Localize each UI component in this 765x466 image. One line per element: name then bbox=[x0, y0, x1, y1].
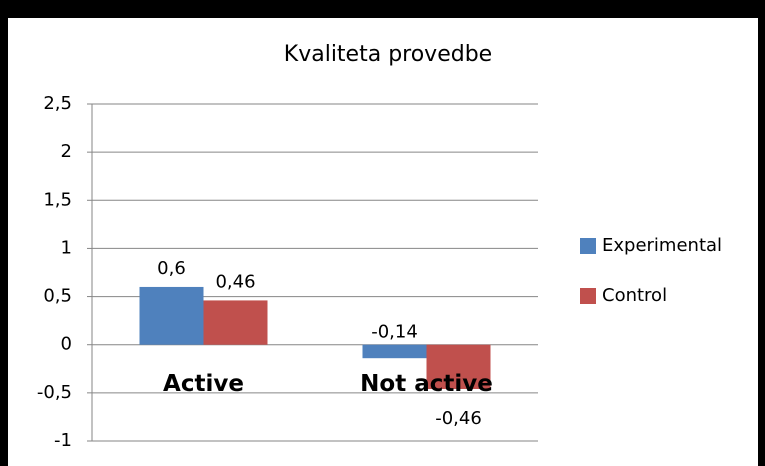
x-tick-label: Not active bbox=[360, 371, 493, 397]
legend-label: Experimental bbox=[602, 235, 722, 256]
x-tick-label: Active bbox=[163, 371, 244, 397]
value-label: 0,46 bbox=[215, 271, 255, 292]
bar bbox=[362, 344, 427, 359]
y-tick-label: -0,5 bbox=[37, 382, 72, 403]
y-tick-label: 2,5 bbox=[43, 93, 72, 114]
legend-swatch bbox=[580, 238, 596, 254]
legend-label: Control bbox=[602, 285, 667, 306]
y-tick-label: -1 bbox=[54, 430, 72, 451]
value-label: -0,46 bbox=[435, 408, 482, 429]
y-tick-label: 0,5 bbox=[43, 286, 72, 307]
value-label: 0,6 bbox=[157, 258, 186, 279]
y-tick-label: 0 bbox=[61, 334, 72, 355]
bar bbox=[139, 286, 204, 345]
y-tick-label: 2 bbox=[61, 141, 72, 162]
legend-swatch bbox=[580, 288, 596, 304]
value-label: -0,14 bbox=[371, 322, 418, 343]
chart-title: Kvaliteta provedbe bbox=[284, 42, 492, 67]
y-tick-label: 1 bbox=[61, 237, 72, 258]
bar bbox=[426, 344, 491, 390]
y-tick-label: 1,5 bbox=[43, 189, 72, 210]
bar bbox=[203, 300, 268, 345]
chart-background bbox=[8, 18, 758, 466]
